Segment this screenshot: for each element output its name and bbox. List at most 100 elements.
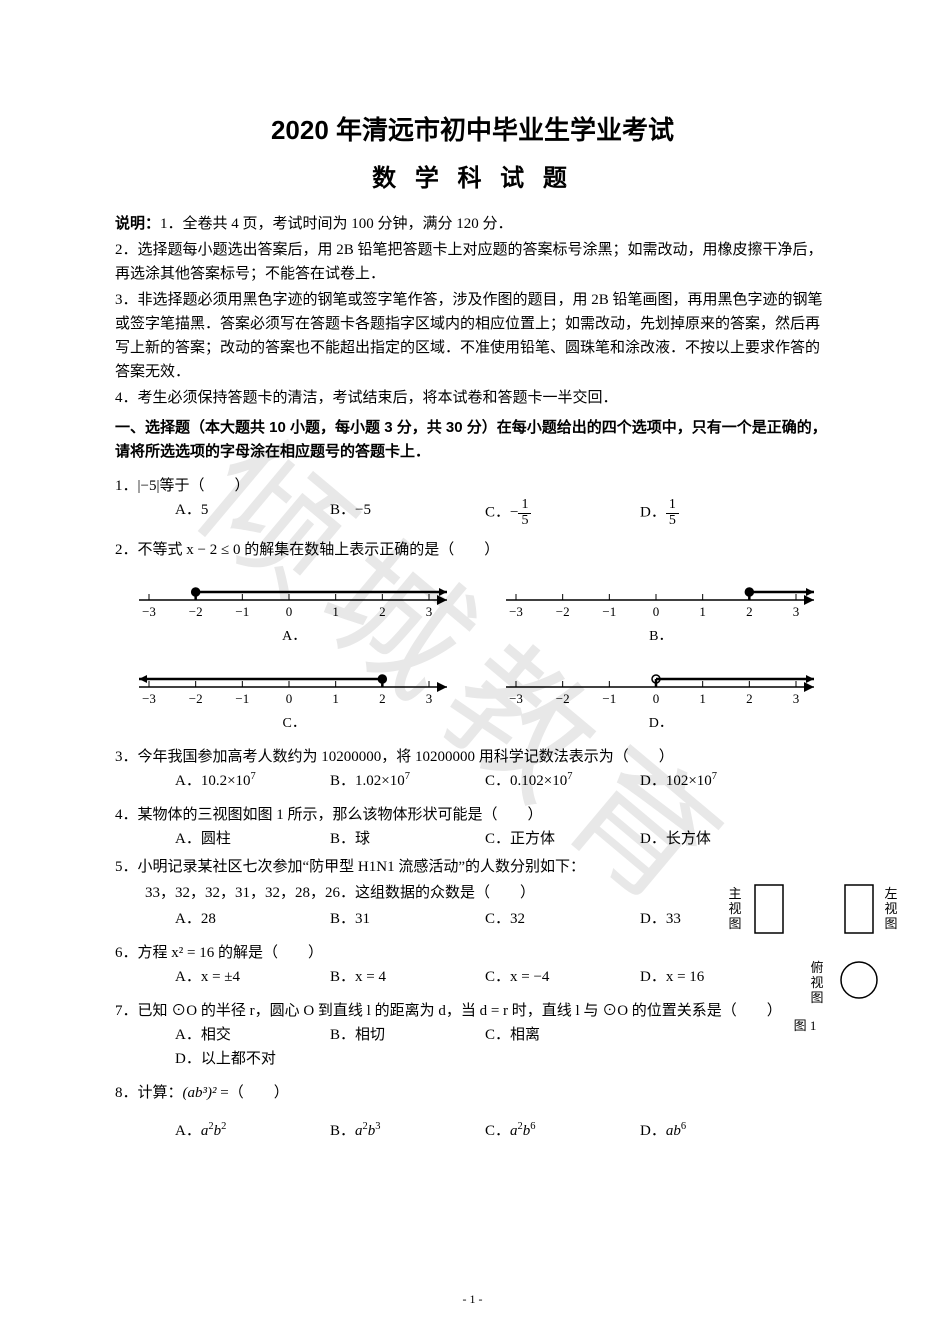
numberline-d-svg: −3 −2 −1 0 1 2 3 <box>496 657 826 707</box>
q4-opt-c: C．正方体 <box>485 827 640 851</box>
q7-options: A．相交 B．相切 C．相离 D．以上都不对 <box>175 1023 830 1071</box>
q6-options: A．x = ±4 B．x = 4 C．x = −4 D．x = 16 <box>175 965 830 989</box>
instructions-label: 说明： <box>115 215 160 232</box>
svg-text:−3: −3 <box>142 691 156 706</box>
q2-cell-d: −3 −2 −1 0 1 2 3 D． <box>492 657 830 735</box>
q5-opt-a: A．28 <box>175 907 330 931</box>
q5-options: A．28 B．31 C．32 D．33 <box>175 907 830 931</box>
q2-cell-b: −3−2−10123 B． <box>492 570 830 648</box>
q8a-b2: b <box>214 1123 222 1139</box>
svg-text:1: 1 <box>699 691 706 706</box>
q1d-den: 5 <box>666 514 679 529</box>
numberline-b-svg: −3−2−10123 <box>496 570 826 620</box>
q3-opt-b: B．1.02×107 <box>330 769 485 793</box>
page: 倾城教育 2020 年清远市初中毕业生学业考试 数 学 科 试 题 说明：1．全… <box>0 0 945 1337</box>
q3-opt-c: C．0.102×107 <box>485 769 640 793</box>
svg-text:−3: −3 <box>142 604 156 619</box>
svg-text:−2: −2 <box>189 691 203 706</box>
q3d-e: 7 <box>712 771 717 782</box>
svg-text:0: 0 <box>653 604 660 619</box>
q1c-sign: − <box>510 505 518 521</box>
q1-num: 1． <box>115 478 138 494</box>
svg-text:1: 1 <box>333 691 340 706</box>
q3d-t: D．102×10 <box>640 773 712 789</box>
q2-label-a: A． <box>125 626 463 648</box>
svg-text:0: 0 <box>286 604 293 619</box>
q2-row2: −3 −2 −1 0 1 2 3 C． −3 −2 −1 0 1 2 3 D． <box>125 657 830 735</box>
svg-text:−3: −3 <box>509 691 523 706</box>
q5-opt-b: B．31 <box>330 907 485 931</box>
title-sub: 数 学 科 试 题 <box>115 160 830 198</box>
q5-data: 33，32，32，31，32，28，26．这组数据的众数是（ ） <box>115 881 830 905</box>
q4-opt-a: A．圆柱 <box>175 827 330 851</box>
q6-opt-b: B．x = 4 <box>330 965 485 989</box>
q3a-t: A．10.2×10 <box>175 773 251 789</box>
q5-opt-c: C．32 <box>485 907 640 931</box>
instr4: 4．考生必须保持答题卡的清洁，考试结束后，将本试卷和答题卡一半交回． <box>115 386 830 410</box>
q1c-frac: 15 <box>518 498 531 528</box>
q8b-e2: 3 <box>375 1121 380 1132</box>
q8-opt-b: B．a2b3 <box>330 1119 485 1143</box>
svg-text:2: 2 <box>746 691 753 706</box>
instr1: 1．全卷共 4 页，考试时间为 100 分钟，满分 120 分． <box>160 216 513 232</box>
q2-cell-a: −3−2−10123 A． <box>125 570 463 648</box>
q8c-p: C． <box>485 1123 510 1139</box>
q8d-e1: 6 <box>681 1121 686 1132</box>
svg-text:0: 0 <box>286 691 293 706</box>
q3c-e: 7 <box>567 771 572 782</box>
q2-label-c: C． <box>125 713 463 735</box>
q8-c: =（ ） <box>217 1085 289 1101</box>
q1d-num: 1 <box>666 498 679 514</box>
q5: 5．小明记录某社区七次参加“防甲型 H1N1 流感活动”的人数分别如下： <box>115 855 830 879</box>
svg-text:2: 2 <box>379 604 386 619</box>
q3-options: A．10.2×107 B．1.02×107 C．0.102×107 D．102×… <box>175 769 830 793</box>
q3a-e: 7 <box>251 771 256 782</box>
q2-label-d: D． <box>492 713 830 735</box>
q1-abs: |−5| <box>138 478 160 494</box>
q3b-t: B．1.02×10 <box>330 773 405 789</box>
svg-text:0: 0 <box>653 691 660 706</box>
q7-opt-b: B．相切 <box>330 1023 485 1047</box>
q8b-p: B． <box>330 1123 355 1139</box>
q4-opt-b: B．球 <box>330 827 485 851</box>
q7-opt-c: C．相离 <box>485 1023 640 1047</box>
q8b-b1: a <box>355 1123 363 1139</box>
svg-text:3: 3 <box>793 691 800 706</box>
q1d-prefix: D． <box>640 505 666 521</box>
svg-text:−1: −1 <box>602 691 616 706</box>
svg-text:2: 2 <box>379 691 386 706</box>
q4: 4．某物体的三视图如图 1 所示，那么该物体形状可能是（ ） <box>115 803 830 827</box>
q1-opt-c: C．−15 <box>485 498 640 528</box>
instr2: 2．选择题每小题选出答案后，用 2B 铅笔把答题卡上对应题的答案标号涂黑；如需改… <box>115 238 830 286</box>
q7: 7．已知 ⊙O 的半径 r，圆心 O 到直线 l 的距离为 d，当 d = r … <box>115 999 830 1023</box>
content: 2020 年清远市初中毕业生学业考试 数 学 科 试 题 说明：1．全卷共 4 … <box>115 110 830 1143</box>
q2: 2．不等式 x − 2 ≤ 0 的解集在数轴上表示正确的是（ ） <box>115 538 830 562</box>
q1: 1．|−5|等于（ ） <box>115 474 830 498</box>
q8c-b1: a <box>510 1123 518 1139</box>
q8-options: A．a2b2 B．a2b3 C．a2b6 D．ab6 <box>175 1119 830 1143</box>
q3: 3．今年我国参加高考人数约为 10200000，将 10200000 用科学记数… <box>115 745 830 769</box>
numberline-c-svg: −3−2−10123 <box>129 657 459 707</box>
q8c-e2: 6 <box>530 1121 535 1132</box>
svg-text:−2: −2 <box>556 691 570 706</box>
instructions: 说明：1．全卷共 4 页，考试时间为 100 分钟，满分 120 分． <box>115 212 830 236</box>
q3c-t: C．0.102×10 <box>485 773 567 789</box>
q4-opt-d: D．长方体 <box>640 827 795 851</box>
page-footer: - 1 - <box>0 1292 945 1307</box>
q1-options: A．5 B．−5 C．−15 D．15 <box>175 498 830 528</box>
q2-cell-c: −3−2−10123 C． <box>125 657 463 735</box>
numberline-a-svg: −3−2−10123 <box>129 570 459 620</box>
q1-opt-d: D．15 <box>640 498 795 528</box>
svg-text:−2: −2 <box>189 604 203 619</box>
svg-text:3: 3 <box>426 691 433 706</box>
svg-text:图: 图 <box>884 916 897 931</box>
svg-text:−1: −1 <box>236 604 250 619</box>
section-1-heading: 一、选择题（本大题共 10 小题，每小题 3 分，共 30 分）在每小题给出的四… <box>115 416 830 464</box>
q2-row1: −3−2−10123 A． −3−2−10123 B． <box>125 570 830 648</box>
q1c-prefix: C． <box>485 505 510 521</box>
q2-label-b: B． <box>492 626 830 648</box>
title-main: 2020 年清远市初中毕业生学业考试 <box>115 110 830 152</box>
q8: 8．计算：(ab³)² =（ ） <box>115 1081 830 1105</box>
q8a-p: A． <box>175 1123 201 1139</box>
q1-opt-a: A．5 <box>175 498 330 528</box>
